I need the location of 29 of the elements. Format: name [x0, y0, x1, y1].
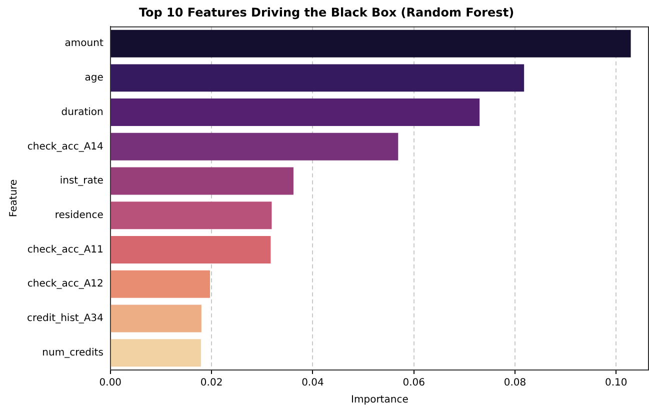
- y-tick-label: duration: [61, 106, 104, 118]
- bar: [110, 202, 272, 230]
- bar: [110, 132, 398, 160]
- x-tick-label: 0.00: [99, 378, 122, 389]
- y-tick-label: check_acc_A14: [27, 141, 104, 152]
- x-tick-label: 0.04: [302, 378, 324, 389]
- bar: [110, 30, 631, 58]
- y-tick-label: credit_hist_A34: [26, 313, 104, 324]
- bar: [110, 339, 201, 367]
- bar: [110, 304, 202, 332]
- bar: [110, 98, 480, 126]
- y-tick-label: inst_rate: [60, 176, 104, 187]
- chart-title: Top 10 Features Driving the Black Box (Random Forest): [138, 5, 514, 20]
- bar: [110, 64, 524, 92]
- y-tick-label: num_credits: [42, 347, 104, 358]
- y-tick-label: age: [84, 72, 104, 84]
- x-tick-label: 0.08: [504, 378, 526, 389]
- bar: [110, 167, 294, 195]
- bar: [110, 236, 271, 264]
- x-tick-label: 0.02: [200, 378, 223, 389]
- y-tick-label: amount: [64, 38, 104, 50]
- y-tick-label: check_acc_A11: [27, 244, 104, 256]
- x-tick-label: 0.06: [402, 378, 425, 389]
- x-axis-title: Importance: [351, 394, 408, 406]
- y-tick-label: residence: [54, 210, 104, 221]
- x-tick-label: 0.10: [604, 378, 628, 389]
- y-tick-label: check_acc_A12: [27, 278, 104, 290]
- bar: [110, 270, 210, 298]
- y-axis-title: Feature: [8, 179, 20, 218]
